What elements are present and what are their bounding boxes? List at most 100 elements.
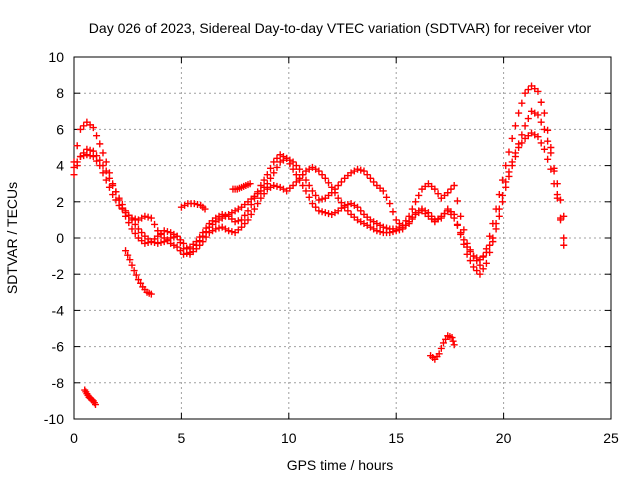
data-point <box>318 195 326 203</box>
data-point <box>357 207 365 215</box>
data-point <box>373 227 381 235</box>
data-point <box>363 171 371 179</box>
data-point <box>80 122 88 130</box>
data-point <box>521 89 529 97</box>
data-point <box>190 200 198 208</box>
data-point <box>357 166 365 174</box>
data-point <box>302 187 310 195</box>
data-point <box>201 205 209 213</box>
data-point <box>112 196 120 204</box>
data-point <box>99 169 107 177</box>
data-point <box>126 256 134 264</box>
data-point <box>186 248 194 256</box>
data-point <box>76 153 84 161</box>
data-point <box>131 229 139 237</box>
data-point <box>334 194 342 202</box>
data-point <box>130 267 138 275</box>
data-point <box>434 190 442 198</box>
data-point <box>540 125 548 133</box>
data-point <box>448 334 456 342</box>
data-point <box>331 185 339 193</box>
x-tick-label: 15 <box>388 430 404 446</box>
data-point <box>557 196 565 204</box>
data-point <box>318 208 326 216</box>
data-point <box>476 270 484 278</box>
x-tick-label: 25 <box>603 430 619 446</box>
data-point <box>244 207 252 215</box>
data-point <box>505 148 513 156</box>
data-point <box>366 174 374 182</box>
data-point <box>379 187 387 195</box>
data-point <box>225 227 233 235</box>
data-point <box>154 227 162 235</box>
data-point <box>147 214 155 222</box>
data-point <box>173 243 181 251</box>
data-point <box>463 243 471 251</box>
data-point <box>392 216 400 224</box>
data-point <box>91 401 99 409</box>
data-point <box>151 220 159 228</box>
data-point <box>315 207 323 215</box>
x-tick-label: 20 <box>496 430 512 446</box>
data-point <box>122 247 130 255</box>
y-tick-label: 0 <box>56 230 64 246</box>
data-point <box>466 248 474 256</box>
data-point <box>312 203 320 211</box>
data-point <box>273 163 281 171</box>
series-segment-d <box>122 247 155 298</box>
data-point <box>244 216 252 224</box>
data-point <box>302 176 310 184</box>
data-point <box>134 276 142 284</box>
series-track-b <box>70 129 568 278</box>
data-point <box>105 183 113 191</box>
data-point <box>360 167 368 175</box>
data-point <box>194 201 202 209</box>
data-point <box>479 252 487 260</box>
data-point <box>534 111 542 119</box>
data-point <box>212 225 220 233</box>
data-point <box>241 220 249 228</box>
data-point <box>502 178 510 186</box>
x-tick-label: 10 <box>281 430 297 446</box>
data-marks <box>70 82 568 409</box>
data-point <box>489 234 497 242</box>
data-point <box>273 182 281 190</box>
data-point <box>518 139 526 147</box>
data-point <box>437 344 445 352</box>
data-point <box>540 109 548 117</box>
data-point <box>457 229 465 237</box>
data-point <box>449 337 457 345</box>
data-point <box>439 339 447 347</box>
data-point <box>73 158 81 166</box>
x-tick-labels: 0 5 10 15 20 25 <box>70 430 619 446</box>
data-point <box>260 183 268 191</box>
y-tick-label: -10 <box>44 411 64 427</box>
data-point <box>547 149 555 157</box>
data-point <box>267 174 275 182</box>
data-point <box>444 207 452 215</box>
data-point <box>238 223 246 231</box>
data-point <box>151 239 159 247</box>
data-point <box>246 180 254 188</box>
data-point <box>435 350 443 358</box>
data-point <box>518 131 526 139</box>
data-point <box>560 234 568 242</box>
data-point <box>157 239 165 247</box>
data-point <box>138 229 146 237</box>
data-point <box>273 154 281 162</box>
data-point <box>228 228 236 236</box>
data-point <box>183 249 191 257</box>
data-point <box>442 335 450 343</box>
data-point <box>392 227 400 235</box>
data-point <box>537 139 545 147</box>
data-point <box>144 213 152 221</box>
data-point <box>431 185 439 193</box>
data-point <box>544 155 552 163</box>
data-point <box>547 165 555 173</box>
data-point <box>202 228 210 236</box>
data-point <box>296 165 304 173</box>
data-point <box>405 220 413 228</box>
data-point <box>292 178 300 186</box>
